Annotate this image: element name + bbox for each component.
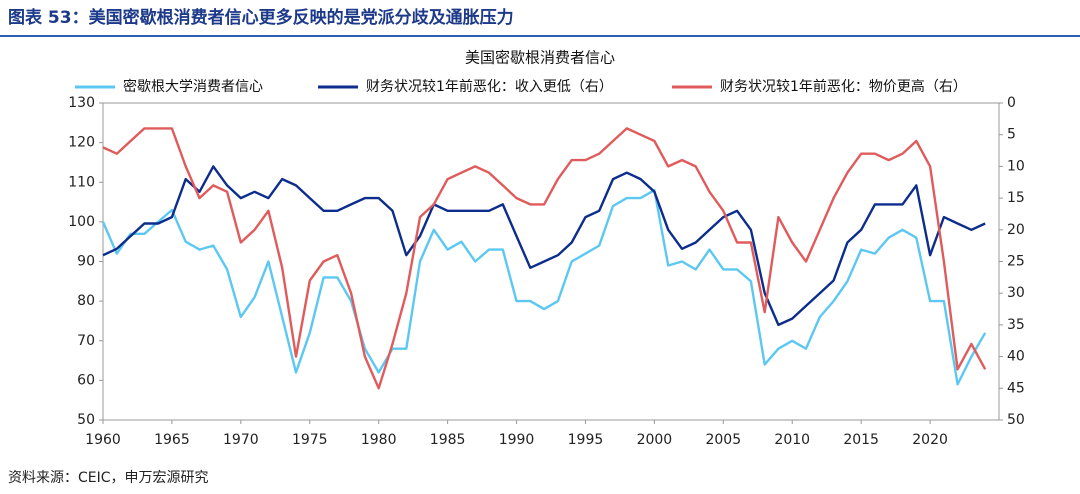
x-tick-label: 1985 <box>430 432 466 448</box>
y2-tick-label: 15 <box>1007 190 1025 206</box>
y2-tick-label: 50 <box>1007 412 1025 428</box>
y2-tick-label: 30 <box>1007 285 1025 301</box>
y2-tick-label: 45 <box>1007 380 1025 396</box>
chart-title: 美国密歇根消费者信心 <box>465 49 615 67</box>
y-tick-label: 130 <box>68 95 95 111</box>
x-tick-label: 2005 <box>705 432 741 448</box>
source: 资料来源：CEIC，申万宏源研究 <box>8 470 209 486</box>
y2-tick-label: 25 <box>1007 254 1025 270</box>
y-tick-label: 100 <box>68 214 95 230</box>
y2-tick-label: 5 <box>1007 127 1016 143</box>
y2-tick-label: 10 <box>1007 158 1025 174</box>
y2-tick-label: 40 <box>1007 349 1025 365</box>
page-title: 图表 53：美国密歇根消费者信心更多反映的是党派分歧及通胀压力 <box>8 7 514 28</box>
x-tick-label: 1965 <box>154 432 190 448</box>
y-tick-label: 110 <box>68 174 95 190</box>
legend-label: 财务状况较1年前恶化：收入更低（右） <box>366 78 613 95</box>
y-tick-label: 60 <box>77 372 95 388</box>
y-tick-label: 120 <box>68 135 95 151</box>
x-tick-label: 1990 <box>499 432 535 448</box>
x-tick-label: 1975 <box>292 432 328 448</box>
y2-tick-label: 0 <box>1007 95 1016 111</box>
y-tick-label: 80 <box>77 293 95 309</box>
legend-label: 财务状况较1年前恶化：物价更高（右） <box>720 78 967 95</box>
y-tick-label: 70 <box>77 333 95 349</box>
x-tick-label: 2020 <box>912 432 948 448</box>
x-tick-label: 2015 <box>843 432 879 448</box>
y2-tick-label: 20 <box>1007 222 1025 238</box>
plot-frame <box>102 102 1000 421</box>
x-tick-label: 1960 <box>85 432 121 448</box>
x-tick-label: 1995 <box>568 432 604 448</box>
legend-label: 密歇根大学消费者信心 <box>123 78 263 95</box>
series-line <box>101 189 987 386</box>
y-tick-label: 90 <box>77 254 95 270</box>
series-line <box>102 127 987 390</box>
x-tick-label: 1970 <box>223 432 259 448</box>
x-tick-label: 2000 <box>637 432 673 448</box>
y-tick-label: 50 <box>77 412 95 428</box>
y2-tick-label: 35 <box>1007 317 1025 333</box>
x-tick-label: 1980 <box>361 432 397 448</box>
x-tick-label: 2010 <box>774 432 810 448</box>
series-line <box>102 165 986 327</box>
